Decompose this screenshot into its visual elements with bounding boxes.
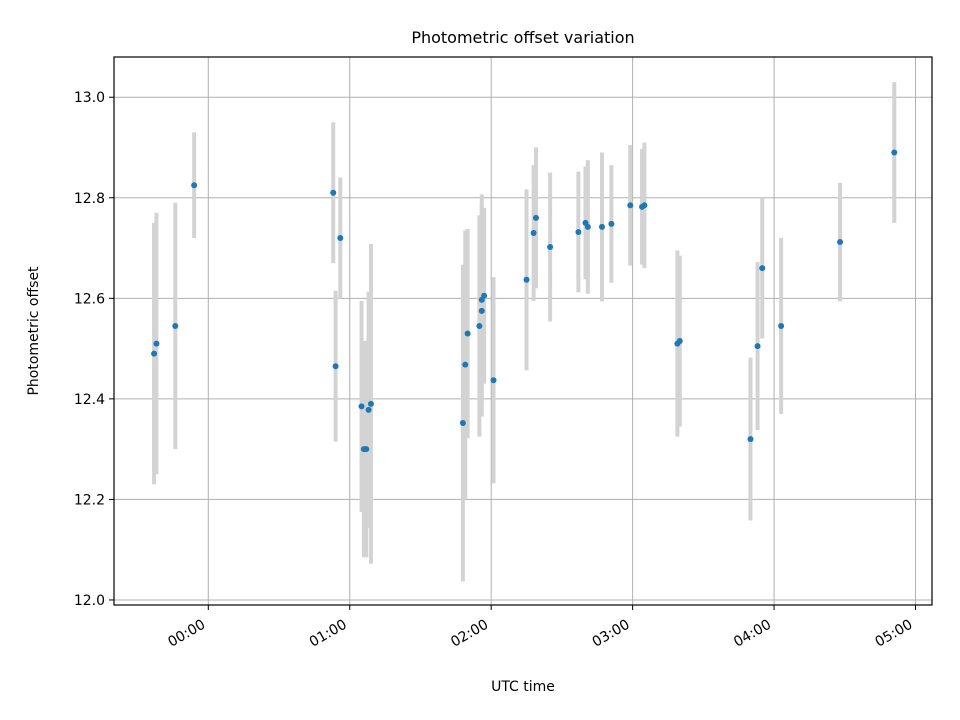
data-point xyxy=(759,265,766,272)
y-axis-label: Photometric offset xyxy=(26,266,42,396)
data-point xyxy=(891,149,898,156)
data-point xyxy=(191,182,198,189)
data-point xyxy=(747,436,754,443)
grid xyxy=(114,57,932,605)
data-point xyxy=(363,446,370,453)
data-point xyxy=(462,361,469,368)
y-tick-label: 12.8 xyxy=(74,191,105,207)
data-point xyxy=(478,307,485,314)
data-point xyxy=(532,214,539,221)
data-point xyxy=(676,338,683,345)
data-point xyxy=(598,223,605,230)
y-tick-label: 13.0 xyxy=(74,90,105,106)
y-tick-label: 12.4 xyxy=(74,392,105,408)
data-point xyxy=(358,403,365,410)
data-point xyxy=(151,350,158,357)
data-point xyxy=(459,420,466,427)
data-point xyxy=(754,343,761,350)
data-point xyxy=(575,228,582,235)
y-tick-label: 12.2 xyxy=(74,492,105,508)
x-axis-label: UTC time xyxy=(491,679,555,695)
chart-title: Photometric offset variation xyxy=(411,28,634,47)
data-points xyxy=(151,149,898,453)
data-point xyxy=(608,220,615,227)
plot-frame xyxy=(113,56,933,606)
data-point xyxy=(778,322,785,329)
data-point xyxy=(332,363,339,370)
data-point xyxy=(530,229,537,236)
data-point xyxy=(523,276,530,283)
data-point xyxy=(337,234,344,241)
y-tick-label: 12.6 xyxy=(74,291,105,307)
data-point xyxy=(641,202,648,209)
data-point xyxy=(464,330,471,337)
data-point xyxy=(476,322,483,329)
data-point xyxy=(365,406,372,413)
data-point xyxy=(627,202,634,209)
data-point xyxy=(481,292,488,299)
data-point xyxy=(547,244,554,251)
data-point xyxy=(584,223,591,230)
data-point xyxy=(367,400,374,407)
data-point xyxy=(153,340,160,347)
data-point xyxy=(330,189,337,196)
data-point xyxy=(172,322,179,329)
plot-area xyxy=(114,57,932,605)
y-tick-label: 12.0 xyxy=(74,593,105,609)
data-point xyxy=(837,239,844,246)
y-axis-ticks: 12.0 12.2 12.4 12.6 12.8 13.0 xyxy=(74,90,114,609)
data-point xyxy=(490,377,497,384)
